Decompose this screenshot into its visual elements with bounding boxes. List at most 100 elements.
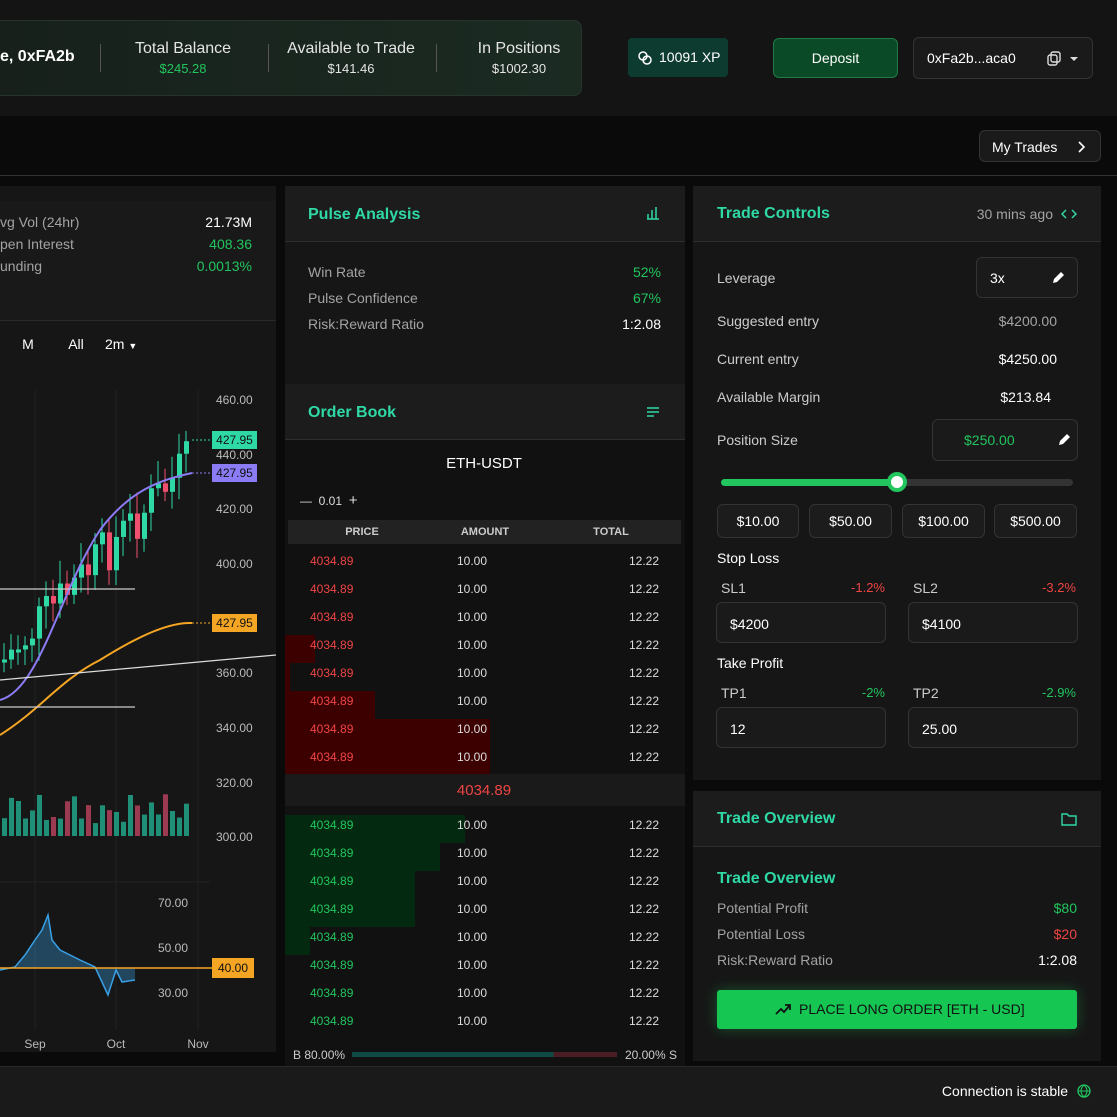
candle [16, 649, 21, 653]
depth-bar [285, 747, 490, 775]
overview-label: Potential Profit [717, 900, 809, 916]
globe-icon [1077, 1084, 1091, 1098]
volume-bar [44, 819, 49, 836]
trade-controls-header [693, 186, 1101, 242]
market-stats [0, 201, 276, 321]
slider-knob[interactable] [887, 472, 907, 492]
price-tag-label: 427.95 [216, 466, 253, 480]
sl-change: -3.2% [1042, 580, 1076, 595]
volume-bar [107, 810, 112, 836]
volume-bar [93, 823, 98, 836]
volume-bar [72, 796, 77, 836]
buy-ratio: B 80.00% [293, 1048, 346, 1062]
candle [51, 596, 56, 604]
depth-bar [285, 663, 290, 691]
chevron [1078, 141, 1086, 153]
volume-bar [100, 805, 105, 836]
price-axis-label: 460.00 [216, 393, 253, 407]
amount: 10.00 [456, 582, 488, 596]
preset-button[interactable]: $10.00 [717, 504, 799, 538]
amount: 10.00 [456, 874, 488, 888]
rsi-axis-label: 70.00 [158, 896, 188, 910]
overview-label: Risk:Reward Ratio [717, 952, 833, 968]
deposit-button[interactable]: Deposit [773, 38, 898, 78]
xp-icon [638, 51, 652, 65]
range-button[interactable]: All [68, 336, 84, 352]
trend-line [0, 654, 276, 681]
volume-bar [184, 803, 189, 836]
amount: 10.00 [456, 1014, 488, 1028]
volume-bar [86, 805, 91, 836]
tp-input[interactable]: 12 [716, 707, 886, 748]
edit-icon [1059, 434, 1070, 445]
overview-value: 1:2.08 [1038, 952, 1077, 968]
sell-ratio: 20.00% S [624, 1048, 677, 1062]
price-chart: 427.95 427.95 427.95 460.00 440.00 420.0… [0, 390, 276, 1051]
rsi-area [0, 915, 135, 995]
price: 4034.89 [310, 694, 354, 708]
amount: 10.00 [456, 638, 488, 652]
connection-status: Connection is stable [941, 1083, 1068, 1099]
leverage-input[interactable]: 3x [976, 257, 1078, 298]
depth-bar [285, 871, 415, 899]
price: 4034.89 [310, 958, 354, 972]
wallet-button[interactable]: 0xFa2b...aca0 [913, 37, 1093, 79]
depth-bar [285, 635, 315, 663]
range-button[interactable]: M [22, 336, 34, 352]
order-book-header [285, 384, 685, 440]
price-tag-label: 427.95 [216, 616, 253, 630]
section-title: Stop Loss [717, 550, 780, 566]
candle [142, 512, 147, 539]
volume-bar [79, 818, 84, 836]
pulse-title: Pulse Analysis [308, 206, 421, 223]
depth-bar [285, 899, 415, 927]
pulse-value: 52% [632, 264, 661, 280]
volume-bar [156, 814, 161, 836]
depth-bar [285, 843, 440, 871]
candle [44, 596, 49, 607]
preset-button[interactable]: $500.00 [994, 504, 1077, 538]
amount: 10.00 [456, 554, 488, 568]
place-order-button[interactable]: PLACE LONG ORDER [ETH - USD] [717, 990, 1077, 1029]
tp-input[interactable]: 25.00 [908, 707, 1078, 748]
amount: 10.00 [456, 902, 488, 916]
position-size-input[interactable]: $250.00 [932, 419, 1078, 461]
preset-button[interactable]: $50.00 [809, 504, 892, 538]
volume-bar [128, 795, 133, 836]
amount: 10.00 [456, 846, 488, 860]
candle [2, 659, 7, 663]
amount: 10.00 [456, 722, 488, 736]
step-control[interactable]: — 0.01 + [300, 492, 358, 509]
volume-bar [135, 805, 140, 836]
candle [135, 513, 140, 539]
price: 4034.89 [310, 846, 354, 860]
divider [268, 44, 269, 72]
rsi-line [0, 912, 136, 998]
total: 12.22 [628, 694, 659, 708]
field-label: Suggested entry [717, 313, 819, 329]
trade-controls-title: Trade Controls [717, 205, 830, 222]
market-stat-value: 21.73M [205, 214, 252, 230]
stat-value: $245.28 [159, 61, 207, 76]
market-stat-value: 408.36 [209, 236, 252, 252]
candle [184, 441, 189, 454]
ratio-bar [352, 1052, 617, 1057]
total: 12.22 [628, 986, 659, 1000]
sl-input[interactable]: $4200 [716, 602, 886, 643]
total: 12.22 [628, 958, 659, 972]
candle [156, 483, 161, 489]
sl-change: -1.2% [851, 580, 885, 595]
candle [163, 483, 168, 492]
total: 12.22 [628, 722, 659, 736]
candle [72, 577, 77, 595]
candle [37, 606, 42, 639]
xp-badge[interactable]: 10091 XP [628, 38, 728, 77]
price: 4034.89 [310, 666, 354, 680]
sl-input[interactable]: $4100 [908, 602, 1078, 643]
preset-button[interactable]: $100.00 [902, 504, 985, 538]
amount: 10.00 [456, 930, 488, 944]
interval-select[interactable]: 2m ▼ [105, 336, 138, 352]
my-trades-button[interactable]: My Trades [979, 130, 1101, 162]
candle [149, 488, 154, 513]
overview-value: $20 [1053, 926, 1077, 942]
